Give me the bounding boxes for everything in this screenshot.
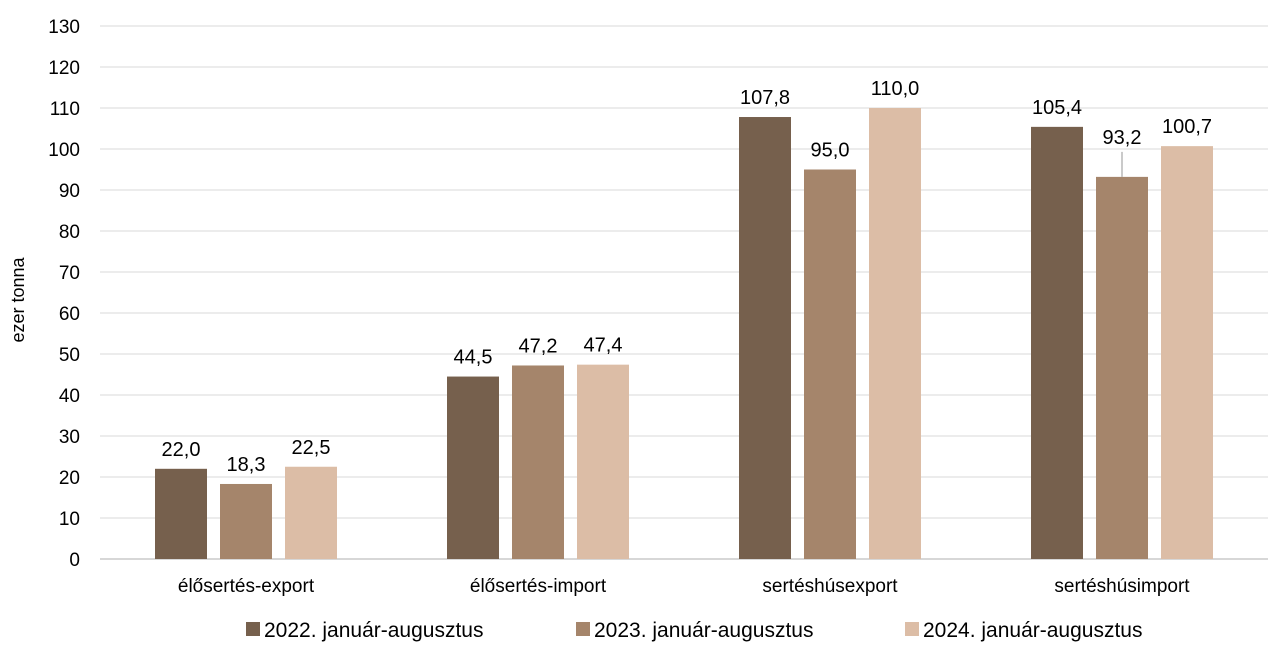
x-category-label: sertéshúsimport: [1054, 576, 1190, 597]
bar: [155, 468, 207, 559]
data-label: 44,5: [454, 347, 493, 369]
bar: [804, 169, 856, 559]
data-label: 22,0: [162, 439, 201, 461]
legend-swatch: [576, 622, 590, 636]
y-tick-label: 90: [59, 181, 80, 202]
y-tick-label: 30: [59, 427, 80, 448]
y-tick-label: 50: [59, 345, 80, 366]
data-label: 110,0: [871, 78, 920, 100]
y-tick-label: 120: [48, 58, 80, 79]
y-tick-label: 0: [69, 550, 80, 571]
x-category-label: sertéshúsexport: [762, 576, 898, 597]
bar: [512, 365, 564, 559]
data-label: 93,2: [1103, 127, 1142, 149]
bar: [285, 466, 337, 559]
legend-swatch: [905, 622, 919, 636]
y-tick-label: 40: [59, 386, 80, 407]
bar: [577, 364, 629, 559]
y-tick-label: 110: [50, 99, 80, 120]
y-tick-label: 80: [59, 222, 80, 243]
data-label: 18,3: [227, 454, 266, 476]
legend-label: 2022. január-augusztus: [264, 619, 484, 642]
data-labels: 22,0 18,3 22,5 44,5 47,2 47,4 107,8 95,0 110,0 10…: [162, 78, 1213, 476]
legend: 2022. január-augusztus 2023. január-augus…: [246, 619, 1143, 642]
y-tick-label: 100: [48, 140, 80, 161]
x-axis-categories: élősertés-export élősertés-import sertéshú…: [178, 576, 1190, 597]
y-tick-label: 130: [48, 17, 80, 38]
legend-swatch: [246, 622, 260, 636]
gridlines: [100, 25, 1268, 560]
bar: [220, 483, 272, 559]
data-label: 100,7: [1162, 116, 1212, 138]
legend-label: 2023. január-augusztus: [594, 619, 814, 642]
data-label: 107,8: [740, 87, 790, 109]
x-category-label: élősertés-export: [178, 576, 315, 597]
data-label: 95,0: [811, 140, 850, 162]
bar: [1161, 146, 1213, 559]
bars: [155, 108, 1213, 560]
y-tick-label: 20: [59, 468, 80, 489]
y-tick-label: 60: [59, 304, 80, 325]
bar: [869, 108, 921, 559]
y-tick-label: 70: [59, 263, 80, 284]
data-label: 105,4: [1032, 97, 1082, 119]
y-axis-title: ezer tonna: [8, 256, 28, 342]
data-label: 47,2: [519, 335, 558, 357]
data-label: 22,5: [292, 437, 331, 459]
y-axis-ticks: 0 10 20 30 40 50 60 70 80 90 100 110 120 130: [48, 17, 80, 571]
x-category-label: élősertés-import: [470, 576, 607, 597]
y-tick-label: 10: [59, 509, 80, 530]
bar: [1031, 126, 1083, 560]
bar: [739, 117, 791, 560]
bar: [447, 376, 499, 559]
data-label: 47,4: [584, 335, 623, 357]
legend-label: 2024. január-augusztus: [923, 619, 1143, 642]
bar: [1096, 176, 1148, 559]
